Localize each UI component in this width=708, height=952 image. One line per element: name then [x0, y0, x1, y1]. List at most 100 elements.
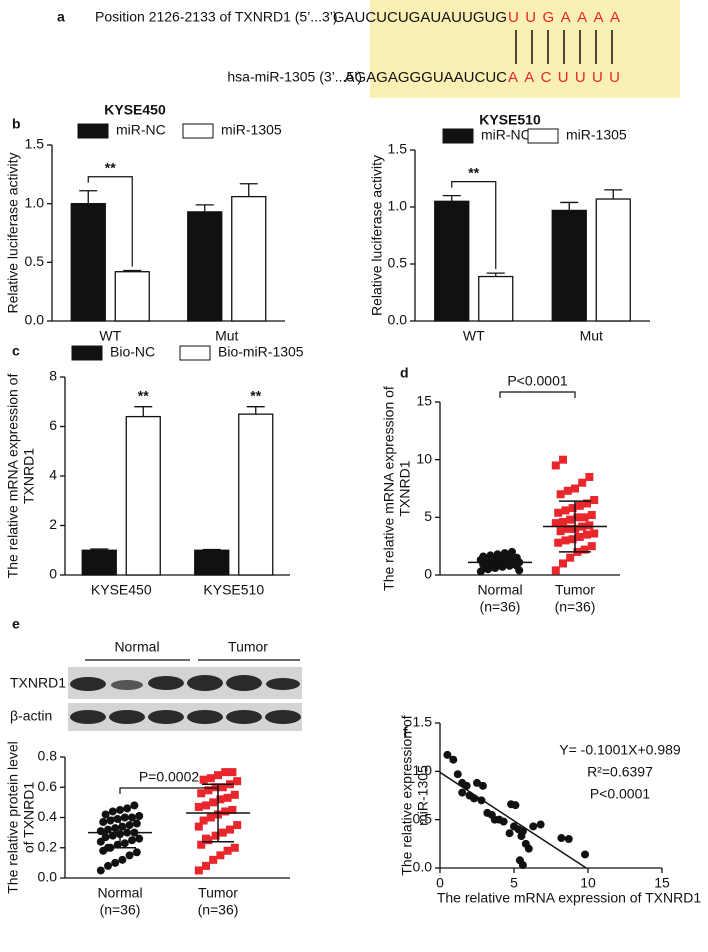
point	[568, 535, 577, 544]
point	[561, 506, 570, 515]
error-bar	[604, 189, 623, 200]
point	[106, 816, 115, 825]
point	[505, 829, 514, 838]
point	[566, 553, 575, 562]
point	[585, 472, 594, 481]
error-bar	[123, 269, 142, 272]
blot-row-label: β-actin	[10, 708, 52, 724]
point	[517, 832, 526, 841]
legend-label: Bio-miR-1305	[218, 344, 304, 360]
y-tick-label: 0.4	[38, 808, 58, 824]
legend-label: miR-1305	[566, 127, 627, 143]
point	[556, 490, 565, 499]
panel-label: e	[12, 616, 20, 632]
x-tick-label: Tumor	[555, 582, 595, 598]
point	[197, 840, 206, 849]
point	[536, 820, 545, 829]
point	[580, 513, 589, 522]
point	[130, 801, 139, 810]
point	[132, 848, 141, 857]
point	[580, 545, 589, 554]
x-tick-label: Normal	[477, 582, 522, 598]
bar	[238, 413, 274, 576]
point	[499, 817, 508, 826]
y-tick-label: 0.5	[388, 255, 408, 271]
point	[104, 825, 112, 834]
point	[510, 557, 519, 566]
significance-label: **	[138, 387, 149, 403]
y-axis-label: The relative expression of	[399, 715, 415, 875]
point	[101, 810, 110, 819]
x-tick-label: 5	[510, 875, 518, 891]
point	[590, 496, 599, 505]
error-bar	[560, 201, 579, 211]
blot-strip	[68, 703, 302, 731]
x-tick-label: Tumor	[198, 885, 238, 901]
y-tick-label: 0.0	[38, 869, 58, 885]
error-bar	[486, 272, 505, 277]
point	[583, 499, 591, 508]
point	[559, 517, 567, 526]
error-bar	[195, 204, 214, 212]
point	[557, 834, 566, 843]
error-bar	[90, 548, 109, 551]
point	[228, 805, 237, 814]
error-bar	[134, 406, 153, 417]
point	[566, 515, 575, 524]
point	[559, 455, 567, 464]
x-tick-label: 15	[654, 875, 670, 891]
point	[199, 816, 208, 825]
point	[111, 858, 120, 867]
y-tick-label: 0.2	[38, 838, 58, 854]
x-tick-label: 10	[580, 875, 596, 891]
point	[202, 861, 210, 870]
error-bar	[246, 406, 265, 415]
chart-title: KYSE450	[104, 102, 166, 118]
y-tick-label: 0.6	[38, 778, 58, 794]
sd-bar	[484, 556, 516, 568]
significance-bracket	[119, 787, 219, 794]
y-tick-label: 1.5	[25, 136, 45, 152]
point	[223, 846, 232, 855]
point	[96, 866, 105, 875]
y-tick-label: 0.0	[413, 859, 433, 875]
y-tick-label: 1.0	[388, 198, 408, 214]
sd-bar	[104, 816, 136, 849]
point	[575, 501, 584, 510]
point	[571, 484, 579, 493]
panel-label: c	[12, 343, 20, 359]
significance-label: **	[468, 164, 479, 180]
point	[551, 461, 560, 470]
legend-swatch	[182, 123, 214, 139]
bar	[187, 211, 223, 322]
y-tick-label: 1.0	[413, 762, 433, 778]
blot-group: Tumor	[228, 639, 268, 655]
legend-label: Bio-NC	[110, 344, 155, 360]
y-tick-label: 2	[49, 516, 57, 532]
bar	[231, 195, 267, 322]
point	[135, 811, 144, 820]
y-tick-label: 1.5	[413, 714, 433, 730]
x-tick-label: Mut	[580, 328, 603, 344]
target-sequence: GAUCUCUGAUAUUGUG	[333, 9, 507, 26]
point	[554, 508, 563, 517]
point	[511, 801, 520, 810]
x-tick-label: KYSE510	[203, 582, 264, 598]
point	[194, 822, 203, 831]
point	[199, 775, 208, 784]
point	[223, 793, 232, 802]
point	[583, 530, 591, 539]
fit-line	[439, 771, 587, 869]
y-tick-label: 1.5	[388, 141, 408, 157]
point	[202, 801, 210, 810]
blot-group: Normal	[114, 639, 159, 655]
point	[218, 828, 227, 837]
point	[194, 802, 203, 811]
legend-swatch	[527, 128, 559, 144]
point	[211, 831, 220, 840]
error-bar	[239, 183, 258, 197]
legend-label: miR-NC	[481, 127, 531, 143]
point	[578, 478, 587, 487]
point	[529, 822, 538, 831]
point	[197, 789, 206, 798]
